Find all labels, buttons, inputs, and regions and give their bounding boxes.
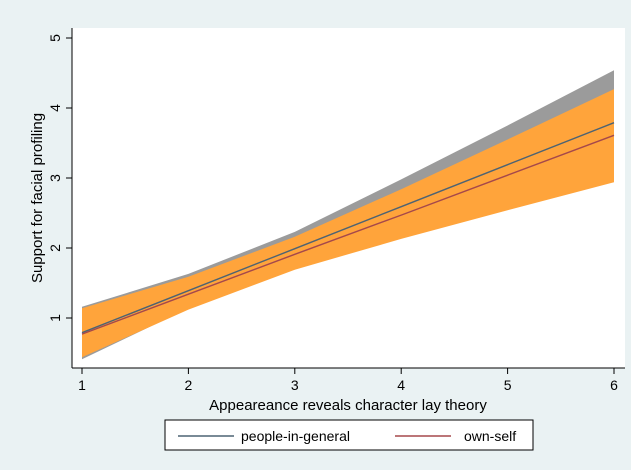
y-tick-label: 3 (47, 174, 63, 182)
x-axis-label: Appeareance reveals character lay theory (209, 397, 487, 414)
legend-box (164, 419, 534, 451)
legend-label-own-self: own-self (464, 428, 516, 444)
x-tick-label: 5 (504, 377, 512, 393)
x-tick-label: 3 (291, 377, 299, 393)
y-ticks: 1 2 3 4 5 (47, 34, 72, 322)
legend: people-in-general own-self (164, 419, 534, 451)
confidence-bands (82, 70, 614, 360)
y-tick-label: 5 (47, 34, 63, 42)
ci-band-own-self (82, 89, 614, 358)
y-tick-label: 1 (47, 314, 63, 322)
y-tick-label: 2 (47, 244, 63, 252)
x-tick-label: 1 (78, 377, 86, 393)
x-tick-label: 6 (610, 377, 618, 393)
y-tick-label: 4 (47, 104, 63, 112)
x-tick-label: 2 (185, 377, 193, 393)
series-line-people-in-general (81, 122, 615, 334)
series-lines (81, 122, 615, 335)
x-tick-label: 4 (397, 377, 405, 393)
x-ticks: 1 2 3 4 5 6 (78, 368, 618, 393)
y-axis-label: Support for facial profiling (29, 113, 46, 283)
series-line-own-self (81, 134, 615, 335)
legend-label-people-in-general: people-in-general (241, 428, 350, 444)
